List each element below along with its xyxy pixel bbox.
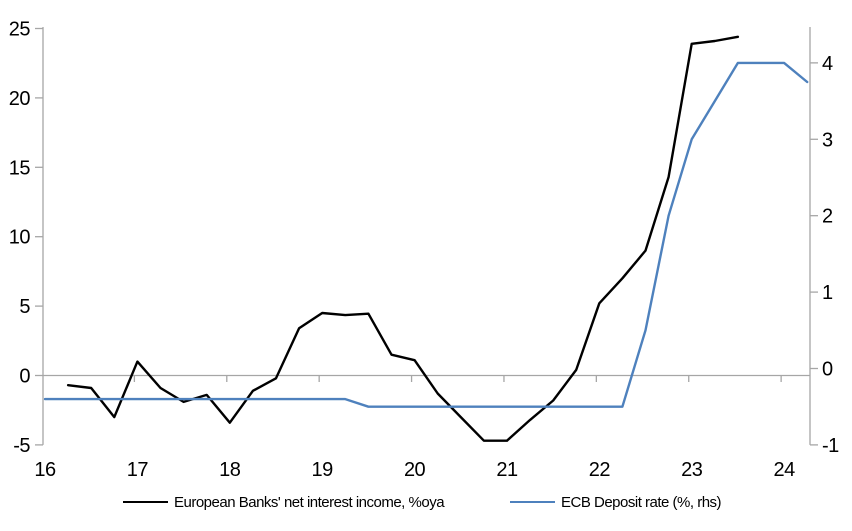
series-bank-net-interest-income: [66, 35, 740, 442]
left-axis-label: 15: [9, 157, 31, 179]
x-axis-label: 20: [404, 459, 426, 481]
x-axis-label: 19: [312, 459, 334, 481]
right-axis-label: -1: [822, 435, 839, 457]
right-axis-label: 4: [822, 53, 833, 75]
x-axis-label: 24: [774, 459, 796, 481]
series-ecb-deposit-rate: [43, 61, 809, 408]
ecb-legend-label: ECB Deposit rate (%, rhs): [561, 493, 722, 511]
left-axis-label: -5: [13, 435, 30, 457]
left-axis-label: 5: [19, 296, 30, 318]
legend-item-nii: European Banks' net interest income, %oy…: [123, 490, 445, 514]
nii-legend-label: European Banks' net interest income, %oy…: [174, 493, 445, 511]
legend-item-ecb: ECB Deposit rate (%, rhs): [510, 490, 722, 514]
x-axis-label: 18: [219, 459, 241, 481]
legend: European Banks' net interest income, %oy…: [0, 490, 852, 514]
ecb-line-swatch: [510, 501, 555, 503]
nii-line-swatch: [123, 501, 168, 503]
right-axis-label: 1: [822, 282, 833, 304]
x-axis-label: 17: [127, 459, 149, 481]
left-axis-label: 0: [19, 366, 30, 388]
left-axis-label: 20: [9, 88, 31, 110]
x-axis-label: 21: [496, 459, 518, 481]
right-axis-label: 0: [822, 358, 833, 380]
left-axis-label: 10: [9, 227, 31, 249]
right-axis-label: 3: [822, 129, 833, 151]
x-axis-label: 16: [34, 459, 56, 481]
right-axis-label: 2: [822, 206, 833, 228]
left-axis-label: 25: [9, 19, 31, 41]
x-axis-label: 23: [681, 459, 703, 481]
x-axis-label: 22: [589, 459, 611, 481]
